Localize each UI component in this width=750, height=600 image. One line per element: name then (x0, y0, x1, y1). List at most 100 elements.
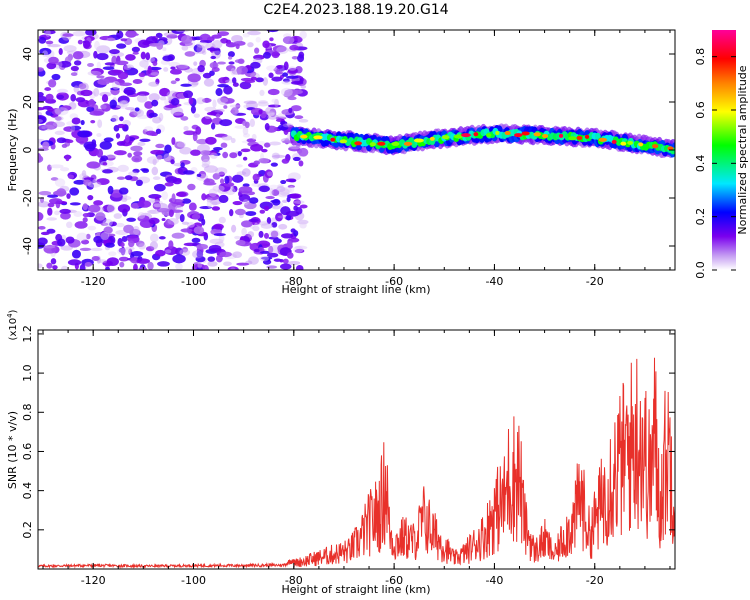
heatmap-cell (197, 261, 203, 269)
heatmap-cell (196, 41, 209, 48)
heatmap-cell (59, 167, 70, 172)
heatmap-cell (106, 204, 116, 213)
heatmap-cell (74, 221, 88, 229)
heatmap-cell (300, 134, 308, 139)
heatmap-cell (254, 47, 260, 54)
heatmap-cell (272, 198, 281, 206)
heatmap-cell (148, 194, 162, 199)
heatmap-cell (83, 141, 97, 150)
heatmap-cell (117, 123, 126, 129)
heatmap-cell (217, 31, 230, 37)
heatmap-cell (111, 80, 121, 90)
heatmap-cell (227, 56, 233, 60)
heatmap-cell (263, 142, 271, 148)
heatmap-cell (269, 37, 274, 42)
heatmap-cell (57, 238, 66, 247)
heatmap-cell (145, 246, 155, 252)
heatmap-cell (276, 186, 286, 193)
heatmap-cell (210, 122, 216, 130)
heatmap-cell (94, 40, 100, 50)
heatmap-cell (96, 133, 102, 138)
heatmap-cell (217, 83, 229, 88)
heatmap-cell (106, 233, 116, 237)
heatmap-cell (277, 192, 291, 198)
heatmap-cell (116, 176, 126, 180)
heatmap-cell (299, 30, 307, 39)
heatmap-cell (70, 65, 79, 72)
heatmap-cell (201, 218, 206, 226)
heatmap-cell (79, 247, 92, 252)
heatmap-cell (237, 58, 245, 65)
heatmap-cell (123, 65, 132, 70)
heatmap-cell (47, 107, 54, 112)
heatmap-cell (130, 202, 140, 209)
heatmap-cell (103, 226, 113, 234)
heatmap-cell (252, 225, 260, 232)
heatmap-cell (100, 155, 109, 162)
heatmap-cell (103, 137, 114, 143)
colorbar-label: Normalized spectral amplitude (736, 65, 749, 234)
heatmap-cell (207, 261, 218, 267)
heatmap-cell (88, 204, 101, 213)
heatmap-cell (162, 47, 167, 52)
heatmap-cell (127, 152, 132, 158)
heatmap-cell (290, 105, 302, 112)
heatmap-cell (229, 152, 238, 159)
heatmap-cell (121, 196, 132, 201)
heatmap-cell (279, 188, 290, 196)
heatmap-cell (267, 104, 281, 108)
heatmap-cell (441, 135, 450, 140)
heatmap-cell (135, 240, 145, 248)
heatmap-cell (241, 168, 251, 177)
heatmap-cell (113, 213, 123, 219)
heatmap-cell (181, 221, 190, 225)
heatmap-cell (282, 72, 289, 77)
heatmap-cell (168, 240, 174, 250)
heatmap-cell (65, 236, 75, 244)
heatmap-cell (171, 193, 176, 203)
heatmap-cell (257, 101, 269, 107)
heatmap-cell (266, 216, 272, 225)
heatmap-cell (229, 104, 242, 108)
heatmap-cell (48, 79, 57, 88)
heatmap-cell (86, 106, 95, 113)
heatmap-cell (263, 51, 271, 59)
heatmap-cell (667, 146, 674, 151)
heatmap-cell (117, 95, 130, 105)
heatmap-cell (218, 216, 226, 224)
heatmap-cell (40, 231, 50, 236)
heatmap-cell (293, 205, 299, 211)
heatmap-cell (241, 227, 247, 236)
heatmap-cell (106, 37, 116, 42)
heatmap-cell (533, 132, 541, 137)
heatmap-cell (120, 85, 125, 92)
heatmap-cell (258, 100, 268, 104)
heatmap-cell (213, 146, 223, 151)
heatmap-cell (243, 100, 257, 105)
heatmap-cell (294, 115, 304, 120)
heatmap-cell (275, 212, 283, 222)
x-tick-label: -40 (485, 574, 503, 587)
heatmap-cell (223, 98, 235, 104)
heatmap-cell (138, 72, 146, 77)
heatmap-cell (280, 87, 293, 97)
heatmap-cell (162, 55, 174, 62)
heatmap-cell (48, 56, 59, 64)
heatmap-cell (56, 188, 67, 197)
heatmap-cell (179, 146, 192, 155)
figure-title: C2E4.2023.188.19.20.G14 (263, 2, 448, 18)
heatmap-cell (258, 185, 270, 193)
heatmap-cell (244, 121, 250, 129)
heatmap-cell (271, 152, 280, 160)
heatmap-cell (253, 248, 260, 253)
heatmap-cell (79, 264, 86, 270)
heatmap-cell (62, 33, 74, 37)
spectrogram-axes: -120 -100 -80 -60 -40 -20 -40 -20 0 20 40 (21, 30, 675, 288)
heatmap-cell (206, 197, 213, 203)
heatmap-cell (96, 148, 104, 158)
heatmap-cell (123, 224, 134, 234)
heatmap-cell (55, 116, 62, 121)
snr-axes: -120 -100 -80 -60 -40 -20 0.2 0.4 0.6 0.8 1.0 1.2 (21, 325, 675, 587)
heatmap-cell (247, 231, 255, 238)
heatmap-cell (45, 121, 58, 130)
